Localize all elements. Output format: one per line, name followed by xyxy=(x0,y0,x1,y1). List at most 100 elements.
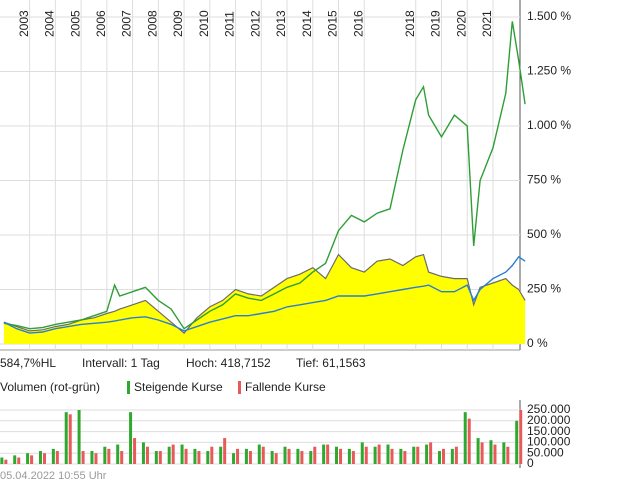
volume-bar xyxy=(51,448,55,464)
volume-bar xyxy=(467,418,471,464)
volume-bar xyxy=(26,453,30,464)
volume-bar xyxy=(364,446,368,464)
volume-bar xyxy=(68,414,72,464)
volume-bar xyxy=(339,448,343,464)
volume-bar xyxy=(322,444,326,464)
volume-bar xyxy=(206,451,210,464)
volume-bar xyxy=(133,438,137,464)
y-tick-label: 500 % xyxy=(527,227,561,241)
volume-bar xyxy=(493,444,497,464)
info-text: Intervall: 1 Tag xyxy=(82,356,160,370)
y-tick-label: 1.000 % xyxy=(527,118,571,132)
volume-bar xyxy=(193,448,197,464)
y-tick-label: 100.000 xyxy=(527,435,571,449)
volume-bar xyxy=(390,448,394,464)
volume-bar xyxy=(313,446,317,464)
volume-bar xyxy=(42,453,46,464)
volume-bar xyxy=(437,451,441,464)
volume-bar xyxy=(129,412,133,464)
x-tick-label: 2016 xyxy=(351,10,365,37)
volume-bar xyxy=(274,453,278,464)
volume-bar xyxy=(502,442,506,464)
x-tick-label: 2005 xyxy=(68,10,82,37)
volume-bar xyxy=(347,448,351,464)
x-tick-label: 2009 xyxy=(171,10,185,37)
x-tick-label: 2015 xyxy=(326,10,340,37)
x-tick-label: 2019 xyxy=(429,10,443,37)
volume-bar xyxy=(4,459,8,464)
y-tick-label: 150.000 xyxy=(527,424,571,438)
volume-bar xyxy=(90,451,94,464)
volume-bar xyxy=(399,448,403,464)
x-tick-label: 2013 xyxy=(274,10,288,37)
volume-bar xyxy=(103,446,107,464)
x-tick-label: 2021 xyxy=(480,10,494,37)
x-tick-label: 2018 xyxy=(403,10,417,37)
info-text: Hoch: 418,7152 xyxy=(186,356,271,370)
volume-bar xyxy=(309,451,313,464)
volume-bar xyxy=(326,444,330,464)
volume-bar xyxy=(416,446,420,464)
volume-bar xyxy=(219,446,223,464)
volume-bar xyxy=(30,455,34,464)
volume-bar xyxy=(296,448,300,464)
volume-bar xyxy=(489,440,493,464)
volume-bar xyxy=(257,444,261,464)
x-tick-label: 2003 xyxy=(17,10,31,37)
x-tick-label: 2007 xyxy=(120,10,134,37)
x-tick-label: 2014 xyxy=(300,10,314,37)
volume-bar xyxy=(81,451,85,464)
volume-bar xyxy=(77,410,81,464)
info-text: 584,7%HL xyxy=(0,356,56,370)
volume-bar xyxy=(55,451,59,464)
y-tick-label: 750 % xyxy=(527,173,561,187)
volume-bar xyxy=(210,446,214,464)
volume-bar xyxy=(287,448,291,464)
volume-bar xyxy=(167,446,171,464)
y-tick-label: 250.000 xyxy=(527,402,571,416)
volume-bar xyxy=(386,444,390,464)
y-tick-label: 200.000 xyxy=(527,413,571,427)
volume-bar xyxy=(145,446,149,464)
volume-bar xyxy=(300,451,304,464)
volume-bar xyxy=(236,448,240,464)
volume-bar xyxy=(158,451,162,464)
x-tick-label: 2020 xyxy=(454,10,468,37)
legend-swatch xyxy=(127,381,130,394)
y-tick-label: 1.250 % xyxy=(527,64,571,78)
timestamp: 05.04.2022 10:55 Uhr xyxy=(0,470,107,482)
volume-bar xyxy=(270,451,274,464)
volume-bar xyxy=(454,446,458,464)
x-tick-label: 2006 xyxy=(94,10,108,37)
volume-bar xyxy=(335,446,339,464)
volume-bar xyxy=(425,444,429,464)
volume-bar xyxy=(248,451,252,464)
volume-bar xyxy=(171,444,175,464)
volume-bar xyxy=(232,453,236,464)
y-tick-label: 250 % xyxy=(527,282,561,296)
volume-bar xyxy=(506,446,510,464)
volume-bar xyxy=(154,451,158,464)
volume-bar xyxy=(412,446,416,464)
x-tick-label: 2012 xyxy=(248,10,262,37)
line xyxy=(3,21,526,330)
volume-bar xyxy=(480,442,484,464)
volume-bar xyxy=(0,457,4,464)
volume-bar xyxy=(519,410,523,464)
volume-bar xyxy=(17,457,21,464)
volume-bar xyxy=(403,451,407,464)
y-tick-label: 0 % xyxy=(527,336,548,350)
volume-bar xyxy=(223,438,227,464)
area-outline xyxy=(3,253,526,334)
volume-bar xyxy=(120,451,124,464)
legend-label: Fallende Kurse xyxy=(245,380,326,394)
volume-bar xyxy=(184,448,188,464)
volume-bar xyxy=(13,455,17,464)
volume-bar xyxy=(141,442,145,464)
volume-bar xyxy=(351,451,355,464)
y-tick-label: 1.500 % xyxy=(527,9,571,23)
volume-bar xyxy=(283,446,287,464)
legend-swatch xyxy=(238,381,241,394)
volume-bar xyxy=(515,420,519,464)
